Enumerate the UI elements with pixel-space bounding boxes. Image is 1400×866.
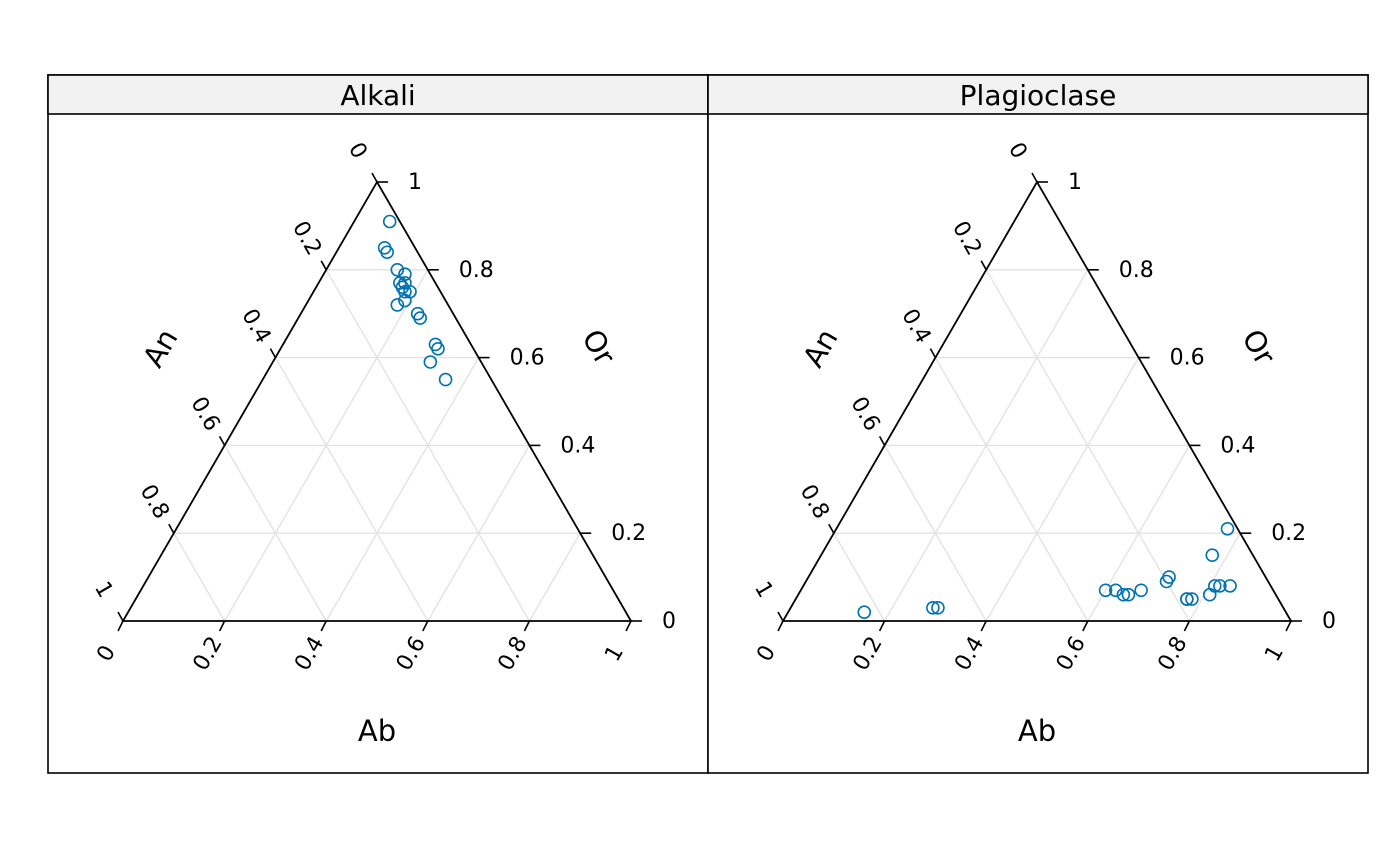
- an-tick: [117, 611, 124, 622]
- grid-line: [274, 357, 429, 622]
- or-tick-label: 1: [1068, 170, 1082, 195]
- strip-header: [707, 74, 1369, 115]
- data-point: [1098, 583, 1113, 598]
- an-tick: [1031, 172, 1038, 183]
- ab-tick: [117, 620, 124, 632]
- or-tick-label: 0.6: [1170, 346, 1205, 371]
- panel-frame: [707, 74, 1369, 774]
- ab-tick: [1082, 620, 1089, 632]
- or-tick-label: 0.2: [611, 521, 646, 546]
- data-point: [438, 372, 453, 387]
- data-point: [390, 298, 405, 312]
- data-point: [1108, 583, 1123, 598]
- an-tick: [980, 260, 987, 271]
- grid-line: [427, 445, 531, 622]
- triangle-outline: [121, 180, 633, 622]
- or-tick-label: 0.4: [560, 433, 595, 458]
- or-tick-label: 1: [408, 170, 422, 195]
- data-point: [382, 214, 397, 229]
- data-point: [431, 342, 445, 356]
- an-tick: [777, 611, 784, 622]
- data-point: [1180, 592, 1194, 606]
- an-tick: [828, 523, 835, 534]
- an-tick: [371, 172, 378, 183]
- ab-tick: [777, 620, 784, 632]
- ab-axis-title: Ab: [1018, 714, 1056, 748]
- triangle-outline: [781, 180, 1293, 622]
- ab-tick: [1183, 620, 1191, 632]
- data-point: [1208, 579, 1222, 593]
- grid-line: [1087, 445, 1191, 622]
- grid-line: [223, 445, 327, 622]
- ab-tick: [625, 620, 632, 632]
- data-point: [1121, 587, 1136, 602]
- ab-tick: [1285, 620, 1292, 632]
- an-tick: [218, 436, 226, 446]
- grid-line: [173, 532, 226, 622]
- data-point: [1134, 583, 1148, 598]
- or-tick-label: 0.6: [510, 346, 545, 371]
- ab-tick: [878, 620, 886, 632]
- data-point: [1116, 587, 1131, 602]
- data-point: [1162, 570, 1176, 584]
- grid-line: [985, 357, 1140, 622]
- data-point: [398, 284, 412, 299]
- data-point: [1205, 548, 1220, 562]
- strip-title: Plagioclase: [960, 79, 1117, 112]
- ab-axis-title: Ab: [358, 714, 396, 748]
- panel-frame: [47, 74, 709, 774]
- data-point: [857, 605, 872, 620]
- ab-tick: [980, 620, 987, 632]
- data-point: [380, 245, 394, 260]
- or-tick-label: 0.2: [1271, 521, 1306, 546]
- or-tick-label: 0.8: [459, 258, 494, 283]
- data-point: [398, 293, 412, 308]
- grid-line: [528, 532, 581, 622]
- grid-line: [934, 357, 1089, 622]
- grid-line: [883, 445, 987, 622]
- data-point: [926, 601, 940, 615]
- ab-tick: [523, 620, 531, 632]
- or-tick-label: 0: [662, 609, 676, 634]
- data-point: [413, 311, 427, 325]
- data-point: [1223, 579, 1237, 593]
- an-tick: [929, 348, 937, 358]
- an-tick: [269, 348, 277, 358]
- data-point: [1220, 522, 1235, 536]
- strip-title: Alkali: [340, 79, 415, 112]
- or-tick-label: 0.4: [1220, 433, 1255, 458]
- or-tick-label: 0: [1322, 609, 1336, 634]
- grid-line: [1188, 532, 1241, 622]
- or-tick-label: 0.8: [1119, 258, 1154, 283]
- data-point: [423, 355, 438, 369]
- grid-line: [325, 357, 480, 622]
- data-point: [1213, 579, 1227, 593]
- data-point: [1185, 592, 1199, 606]
- data-point: [931, 601, 945, 615]
- an-tick: [320, 260, 327, 271]
- an-tick: [878, 436, 886, 446]
- an-tick: [168, 523, 175, 534]
- data-point: [390, 262, 405, 277]
- ab-tick: [422, 620, 429, 632]
- ab-tick: [320, 620, 327, 632]
- strip-header: [47, 74, 709, 115]
- grid-line: [833, 532, 886, 622]
- ab-tick: [218, 620, 226, 632]
